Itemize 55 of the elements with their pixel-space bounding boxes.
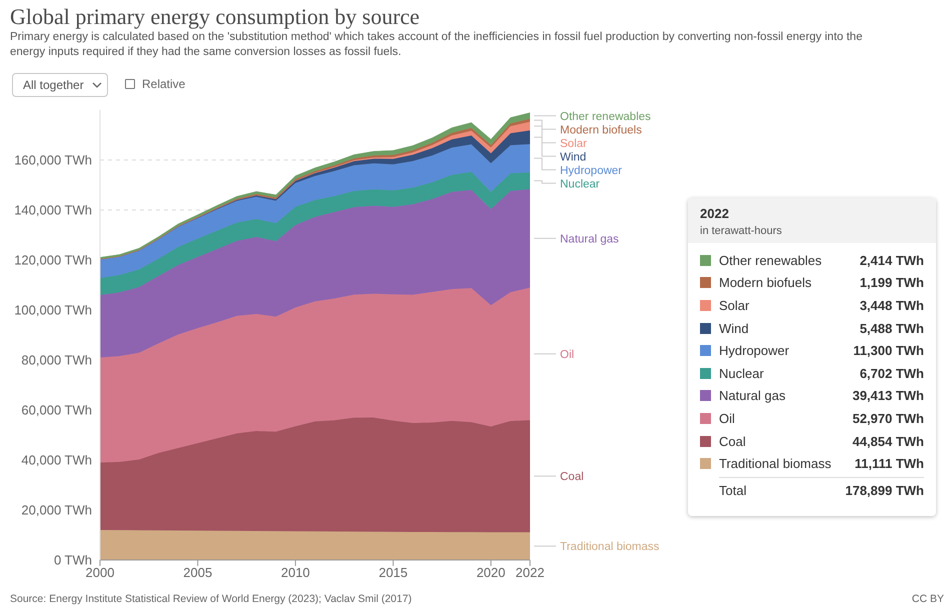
legend-label: Nuclear bbox=[719, 366, 765, 381]
text: 2022 bbox=[700, 206, 729, 221]
y-tick-label: 20,000 TWh bbox=[21, 502, 92, 518]
legend-label: Other renewables bbox=[719, 252, 823, 268]
text: Traditional biomass bbox=[560, 541, 660, 554]
legend-label: Coal bbox=[719, 434, 747, 449]
text: Nuclear bbox=[560, 178, 600, 190]
chart-title: Global primary energy consumption by source bbox=[10, 4, 420, 30]
text: CC BY bbox=[912, 593, 944, 605]
y-tick-label: 120,000 TWh bbox=[14, 252, 92, 268]
legend-label: Traditional biomass bbox=[719, 456, 832, 472]
text: in terawatt-hours bbox=[700, 225, 782, 237]
text: Wind bbox=[560, 151, 586, 164]
y-tick-label: 40,000 TWh bbox=[21, 452, 92, 468]
legend-label: Natural gas bbox=[719, 388, 786, 404]
text: Solar bbox=[560, 138, 587, 150]
legend-label: Wind bbox=[719, 320, 750, 336]
text: 39,413 TWh bbox=[852, 388, 924, 404]
x-tick-label: 2005 bbox=[183, 565, 212, 580]
text: 178,899 TWh bbox=[845, 482, 924, 498]
text: 3,448 TWh bbox=[860, 298, 924, 313]
y-tick-label: 80,000 TWh bbox=[21, 352, 92, 368]
y-tick-label: 100,000 TWh bbox=[14, 302, 92, 318]
text: Total bbox=[719, 482, 746, 498]
x-tick-label: 2015 bbox=[378, 565, 408, 580]
text: Natural gas bbox=[560, 233, 619, 246]
chart-subtitle: Primary energy is calculated based on the 'substitution method' which takes account of the inefficiencies in fossil fuel production by converting non-fossil energy into the energy inputs required if they had the same conversion losses as fossil fuels. bbox=[10, 30, 864, 60]
text: 52,970 TWh bbox=[852, 410, 924, 426]
text: 44,854 TWh bbox=[852, 434, 924, 449]
text: Hydropower bbox=[560, 164, 622, 177]
x-tick-label: 2022 bbox=[516, 565, 544, 580]
text: 2,414 TWh bbox=[860, 252, 924, 268]
legend-label: Hydropower bbox=[719, 343, 790, 358]
text: Oil bbox=[560, 348, 574, 361]
x-tick-label: 2000 bbox=[86, 565, 114, 580]
y-tick-label: 0 TWh bbox=[54, 552, 92, 568]
text: 6,702 TWh bbox=[860, 366, 924, 381]
text: Relative bbox=[142, 77, 186, 91]
legend-label: Modern biofuels bbox=[719, 275, 812, 290]
text: 5,488 TWh bbox=[860, 320, 924, 336]
text: 11,300 TWh bbox=[853, 343, 924, 358]
dropdown: All together bbox=[12, 73, 108, 97]
legend-label: Solar bbox=[719, 298, 750, 313]
text: 1,199 TWh bbox=[860, 275, 924, 290]
text: Coal bbox=[560, 471, 584, 484]
x-tick-label: 2010 bbox=[280, 565, 310, 580]
x-tick-label: 2020 bbox=[476, 565, 506, 580]
text: Other renewables bbox=[560, 110, 651, 123]
text: 11,111 TWh bbox=[854, 456, 924, 472]
legend-label: Oil bbox=[719, 410, 736, 426]
text: Modern biofuels bbox=[560, 124, 642, 136]
source-note: Source: Energy Institute Statistical Review of World Energy (2023); Vaclav Smil (2017) bbox=[10, 593, 412, 605]
y-tick-label: 60,000 TWh bbox=[21, 402, 92, 418]
y-tick-label: 140,000 TWh bbox=[14, 202, 92, 218]
y-tick-label: 160,000 TWh bbox=[14, 152, 92, 168]
